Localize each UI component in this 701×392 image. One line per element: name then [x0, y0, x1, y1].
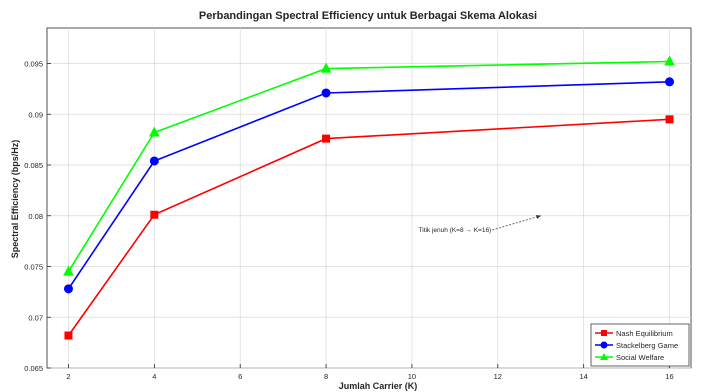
data-point-nash-equilibrium — [150, 210, 159, 219]
legend-marker-stackelberg-game — [600, 341, 608, 349]
y-tick-label: 0.095 — [24, 60, 43, 69]
chart-title: Perbandingan Spectral Efficiency untuk B… — [199, 10, 537, 22]
x-tick-label: 14 — [579, 372, 587, 381]
data-point-social-welfare — [664, 55, 675, 66]
series-line-stackelberg-game — [67, 81, 670, 290]
legend-label-stackelberg-game: Stackelberg Game — [616, 341, 678, 350]
y-tick-label: 0.08 — [28, 212, 43, 221]
x-tick-label: 16 — [665, 372, 673, 381]
plot-area: 2 4 6 8 10 12 14 16 0.065 0.07 0.075 0.08 0.085 0.09 0… — [24, 27, 692, 381]
y-tick-label: 0.065 — [24, 364, 43, 373]
y-tick-label: 0.085 — [24, 161, 43, 170]
data-point-nash-equilibrium — [322, 134, 331, 143]
x-tick-label: 2 — [66, 372, 70, 381]
series-line-social-welfare — [67, 60, 670, 273]
data-point-nash-equilibrium — [64, 331, 73, 340]
legend-label-social-welfare: Social Welfare — [616, 353, 664, 362]
legend-marker-social-welfare — [600, 353, 608, 360]
x-tick-label: 6 — [238, 372, 242, 381]
y-tick-label: 0.09 — [28, 110, 43, 119]
legend-label-nash-equilibrium: Nash Equilibrium — [616, 329, 673, 338]
y-tick-label: 0.07 — [28, 313, 43, 322]
data-point-stackelberg-game — [321, 88, 331, 98]
x-tick-label: 12 — [494, 372, 502, 381]
x-tick-label: 8 — [324, 372, 328, 381]
y-axis-label: Spectral Efficiency (bps/Hz) — [10, 140, 20, 259]
annotation-arrow — [492, 215, 542, 231]
data-point-social-welfare — [320, 62, 332, 73]
data-point-stackelberg-game — [149, 156, 159, 166]
data-point-stackelberg-game — [665, 77, 675, 87]
annotation-text: Titik jenuh (K=8 → K=16) — [418, 227, 491, 234]
x-tick-label: 10 — [408, 372, 416, 381]
data-point-social-welfare — [63, 265, 74, 276]
data-point-stackelberg-game — [63, 284, 73, 294]
data-point-nash-equilibrium — [665, 115, 674, 124]
data-point-social-welfare — [149, 126, 160, 137]
series-line-nash-equilibrium — [67, 118, 670, 336]
legend-marker-nash-equilibrium — [601, 330, 607, 336]
y-tick-label: 0.075 — [24, 263, 43, 272]
x-tick-label: 4 — [152, 372, 156, 381]
x-axis-label: Jumlah Carrier (K) — [339, 381, 418, 391]
